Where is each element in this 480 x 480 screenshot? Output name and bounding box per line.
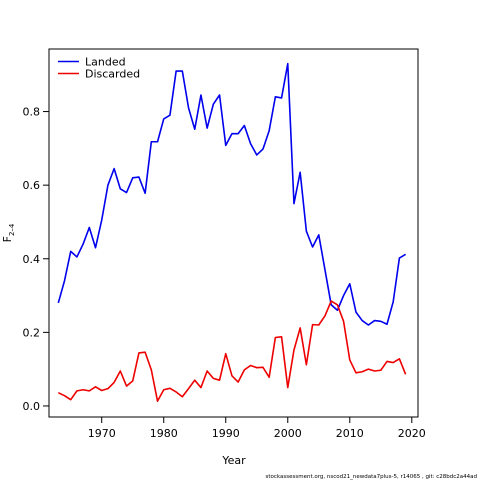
y-axis-title-subscript: 2–4 <box>8 223 16 236</box>
legend: Landed Discarded <box>58 56 140 81</box>
x-tick-label: 1990 <box>212 427 240 440</box>
series-lines <box>57 62 407 402</box>
legend-label-discarded: Discarded <box>85 68 140 81</box>
x-tick-label: 1970 <box>88 427 116 440</box>
x-tick-label: 2000 <box>274 427 302 440</box>
x-axis: 1970 1980 1990 2000 2010 2020 <box>88 417 426 440</box>
y-tick-label: 0.8 <box>23 106 41 119</box>
y-axis-title: F2–4 <box>1 223 16 242</box>
y-tick-label: 0.2 <box>23 326 41 339</box>
x-axis-title: Year <box>221 454 246 467</box>
plot-frame <box>48 48 419 418</box>
series-line-landed <box>57 62 407 326</box>
legend-label-landed: Landed <box>85 56 126 69</box>
y-axis: 0.0 0.2 0.4 0.6 0.8 <box>23 106 49 413</box>
y-tick-label: 0.4 <box>23 253 41 266</box>
x-tick-label: 1980 <box>150 427 178 440</box>
y-axis-title-main: F <box>1 236 14 242</box>
series-line-discarded <box>57 300 407 402</box>
x-tick-label: 2010 <box>336 427 364 440</box>
x-tick-label: 2020 <box>398 427 426 440</box>
y-tick-label: 0.6 <box>23 179 41 192</box>
y-tick-label: 0.0 <box>23 400 41 413</box>
footnote: stockassessment.org, nscod21_newdata7plu… <box>266 474 478 480</box>
